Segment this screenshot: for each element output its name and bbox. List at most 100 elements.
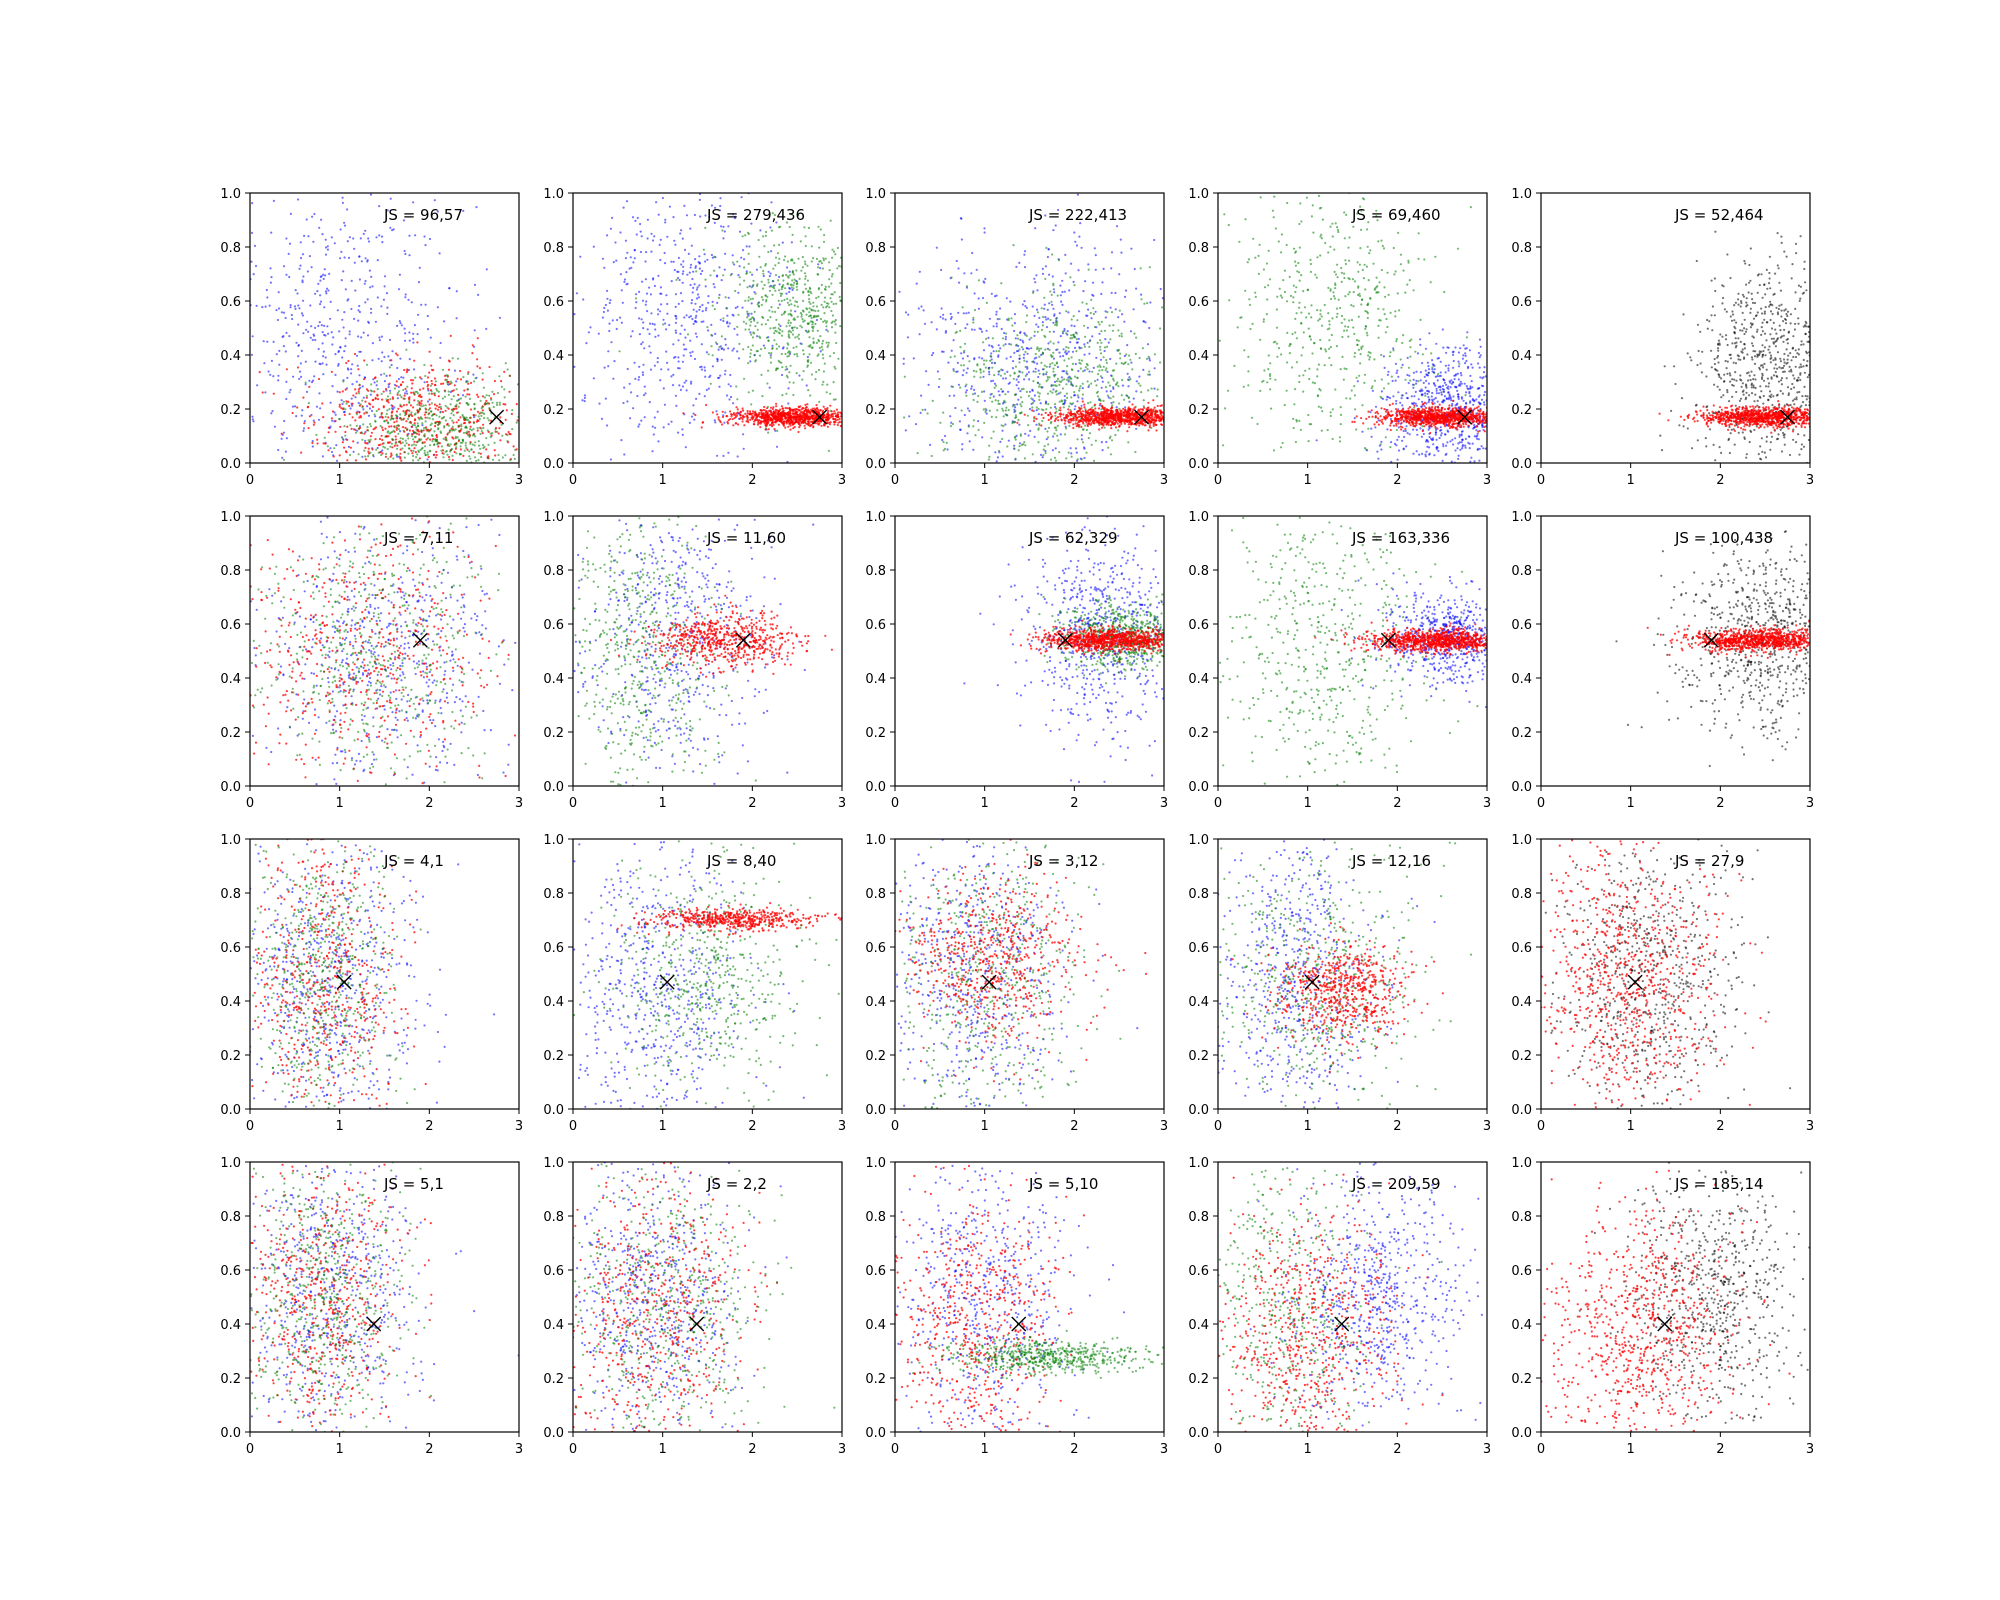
scatter-point bbox=[980, 330, 984, 333]
scatter-point bbox=[468, 450, 471, 453]
scatter-point bbox=[313, 212, 316, 216]
scatter-point bbox=[428, 237, 432, 241]
scatter-point bbox=[1098, 332, 1101, 335]
scatter-point bbox=[374, 420, 377, 423]
scatter-point bbox=[812, 342, 815, 345]
scatter-point bbox=[939, 315, 942, 319]
scatter-point bbox=[972, 419, 976, 422]
scatter-point bbox=[834, 318, 837, 322]
scatter-point bbox=[749, 413, 752, 416]
scatter-point bbox=[332, 336, 335, 339]
scatter-point bbox=[306, 406, 309, 409]
scatter-point bbox=[447, 380, 450, 384]
scatter-point bbox=[582, 298, 585, 301]
scatter-point bbox=[426, 387, 430, 390]
scatter-point bbox=[439, 341, 442, 345]
scatter-point bbox=[745, 270, 748, 273]
scatter-point bbox=[1000, 368, 1003, 371]
scatter-point bbox=[397, 377, 400, 381]
scatter-point bbox=[796, 280, 799, 283]
scatter-point bbox=[962, 364, 966, 367]
scatter-point bbox=[756, 321, 759, 324]
scatter-point bbox=[385, 292, 389, 295]
scatter-point bbox=[772, 279, 775, 283]
scatter-point bbox=[649, 293, 653, 296]
scatter-point bbox=[973, 392, 977, 395]
scatter-point bbox=[1047, 403, 1050, 406]
scatter-point bbox=[982, 363, 986, 366]
scatter-point bbox=[372, 428, 375, 431]
scatter-point bbox=[253, 244, 257, 247]
scatter-point bbox=[1017, 387, 1020, 390]
scatter-point bbox=[990, 361, 994, 364]
scatter-point bbox=[701, 421, 704, 424]
scatter-point bbox=[1099, 348, 1102, 351]
scatter-point bbox=[829, 392, 832, 395]
scatter-point bbox=[765, 336, 769, 339]
scatter-point bbox=[809, 420, 813, 423]
scatter-point bbox=[721, 410, 724, 413]
scatter-point bbox=[345, 400, 348, 403]
scatter-point bbox=[1013, 447, 1016, 450]
scatter-point bbox=[319, 300, 323, 303]
scatter-point bbox=[628, 382, 631, 385]
scatter-point bbox=[839, 424, 842, 428]
scatter-point bbox=[426, 458, 429, 461]
scatter-point bbox=[344, 430, 347, 434]
scatter-point bbox=[452, 437, 455, 440]
scatter-point bbox=[477, 440, 480, 443]
scatter-point bbox=[823, 312, 826, 315]
scatter-point bbox=[828, 423, 832, 426]
scatter-point bbox=[1076, 376, 1079, 379]
scatter-point bbox=[1085, 302, 1088, 305]
scatter-point bbox=[836, 423, 839, 427]
scatter-point bbox=[622, 401, 625, 405]
scatter-point bbox=[357, 335, 360, 338]
scatter-point bbox=[420, 399, 423, 402]
scatter-point bbox=[1110, 291, 1113, 294]
scatter-point bbox=[788, 352, 792, 355]
scatter-point bbox=[788, 329, 791, 332]
scatter-point bbox=[1123, 398, 1126, 401]
scatter-point bbox=[959, 386, 962, 389]
scatter-point bbox=[777, 261, 780, 265]
scatter-point bbox=[476, 410, 480, 413]
scatter-point bbox=[802, 419, 805, 422]
scatter-point bbox=[612, 377, 615, 380]
scatter-point bbox=[1047, 342, 1050, 345]
scatter-point bbox=[417, 450, 420, 453]
scatter-point bbox=[296, 198, 300, 201]
scatter-point bbox=[664, 218, 667, 221]
scatter-point bbox=[786, 282, 789, 285]
scatter-point bbox=[999, 440, 1002, 443]
scatter-point bbox=[839, 325, 842, 328]
scatter-point bbox=[381, 398, 384, 401]
scatter-point bbox=[1131, 403, 1134, 406]
scatter-point bbox=[763, 422, 766, 425]
scatter-point bbox=[592, 245, 595, 248]
scatter-point bbox=[437, 390, 440, 393]
scatter-point bbox=[685, 389, 688, 392]
scatter-point bbox=[805, 313, 808, 316]
scatter-point bbox=[508, 390, 511, 393]
scatter-point bbox=[753, 319, 756, 322]
scatter-point bbox=[766, 319, 770, 322]
scatter-point bbox=[505, 409, 508, 412]
scatter-point bbox=[1081, 382, 1084, 385]
scatter-point bbox=[760, 280, 763, 283]
scatter-point bbox=[827, 285, 831, 288]
scatter-point bbox=[428, 449, 431, 452]
scatter-point bbox=[334, 373, 337, 376]
scatter-point bbox=[1064, 433, 1067, 436]
scatter-point bbox=[978, 327, 981, 330]
scatter-point bbox=[1127, 441, 1130, 444]
scatter-point bbox=[1146, 302, 1149, 305]
scatter-point bbox=[512, 445, 515, 448]
scatter-point bbox=[725, 307, 729, 310]
scatter-point bbox=[793, 326, 796, 329]
scatter-point bbox=[353, 247, 356, 250]
scatter-point bbox=[380, 360, 383, 363]
scatter-point bbox=[822, 306, 825, 309]
scatter-point bbox=[366, 334, 370, 337]
scatter-point bbox=[926, 412, 929, 415]
